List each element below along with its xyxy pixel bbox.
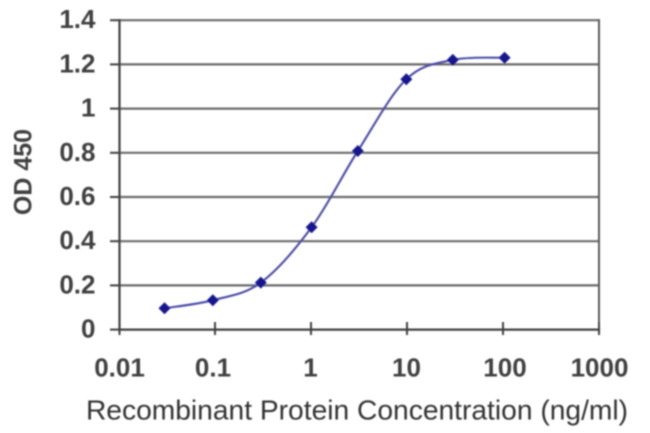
svg-text:0.6: 0.6 — [59, 181, 95, 211]
svg-text:0.4: 0.4 — [59, 225, 96, 255]
svg-text:1: 1 — [81, 93, 95, 123]
svg-text:10: 10 — [392, 353, 421, 383]
svg-text:1.4: 1.4 — [59, 4, 96, 34]
svg-text:1000: 1000 — [571, 353, 629, 383]
svg-text:0.2: 0.2 — [59, 269, 95, 299]
svg-text:OD 450: OD 450 — [10, 129, 38, 215]
svg-text:0.8: 0.8 — [59, 137, 95, 167]
svg-text:1.2: 1.2 — [59, 48, 95, 78]
svg-text:0.1: 0.1 — [195, 353, 231, 383]
svg-text:1: 1 — [303, 353, 317, 383]
svg-text:0: 0 — [81, 314, 95, 344]
svg-text:Recombinant Protein Concentrat: Recombinant Protein Concentration (ng/ml… — [86, 394, 628, 426]
svg-text:100: 100 — [483, 353, 526, 383]
svg-text:0.01: 0.01 — [94, 353, 145, 383]
